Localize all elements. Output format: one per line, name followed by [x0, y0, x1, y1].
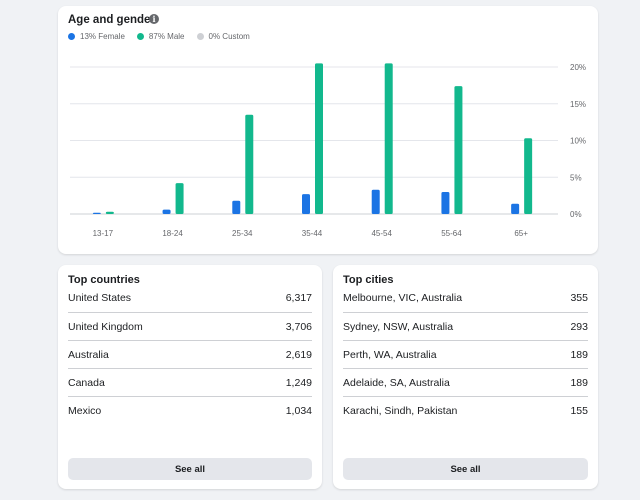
country-name: Mexico [68, 404, 102, 417]
top-countries-list: United States 6,317 United Kingdom 3,706… [68, 284, 312, 424]
city-count: 293 [570, 320, 588, 333]
female-bar [441, 191, 450, 214]
city-count: 189 [570, 348, 588, 361]
list-item: Sydney, NSW, Australia 293 [343, 313, 588, 341]
female-bar [371, 189, 380, 214]
country-name: Canada [68, 376, 105, 389]
see-all-cities-button[interactable]: See all [343, 458, 588, 480]
legend-label-custom: 0% Custom [208, 32, 250, 41]
x-tick-label: 13-17 [93, 229, 114, 238]
x-tick-label: 35-44 [302, 229, 323, 238]
male-bar [524, 138, 533, 214]
city-name: Perth, WA, Australia [343, 348, 437, 361]
y-tick-label: 20% [570, 63, 586, 72]
info-icon[interactable]: i [149, 14, 159, 24]
country-name: Australia [68, 348, 109, 361]
x-tick-label: 25-34 [232, 229, 253, 238]
see-all-countries-button[interactable]: See all [68, 458, 312, 480]
y-tick-label: 10% [570, 137, 586, 146]
legend-dot-male [136, 33, 144, 40]
country-count: 1,034 [285, 404, 312, 417]
y-tick-label: 0% [570, 210, 582, 219]
legend-item-custom: 0% Custom [196, 32, 250, 41]
chart-legend: 13% Female 87% Male 0% Custom [68, 32, 250, 41]
male-bar [105, 211, 114, 214]
legend-dot-female [68, 33, 75, 40]
top-cities-card: Top cities Melbourne, VIC, Australia 355… [333, 265, 598, 489]
list-item: Melbourne, VIC, Australia 355 [343, 284, 588, 313]
x-tick-label: 55-64 [441, 229, 462, 238]
age-gender-card: Age and gender i 13% Female 87% Male 0% … [58, 6, 598, 254]
city-count: 355 [570, 292, 588, 304]
age-gender-chart: 20% 15% 10% 5% 0% 13-17 18-24 25-34 35-44 45-54 55… [70, 63, 586, 238]
female-bar [511, 203, 520, 214]
female-bar [162, 209, 171, 214]
country-count: 2,619 [285, 348, 312, 361]
city-name: Sydney, NSW, Australia [343, 320, 454, 333]
city-count: 155 [570, 404, 588, 417]
city-name: Adelaide, SA, Australia [343, 376, 450, 389]
city-name: Karachi, Sindh, Pakistan [343, 404, 458, 417]
list-item: Perth, WA, Australia 189 [343, 341, 588, 369]
country-count: 6,317 [285, 292, 312, 304]
legend-label-female: 13% Female [80, 32, 125, 41]
legend-dot-custom [196, 33, 204, 40]
top-countries-card: Top countries United States 6,317 United… [58, 265, 322, 489]
legend-item-male: 87% Male [136, 32, 185, 41]
country-count: 3,706 [285, 320, 312, 333]
country-name: United Kingdom [68, 320, 143, 333]
male-bar [315, 63, 323, 215]
x-tick-label: 45-54 [371, 229, 392, 238]
top-countries-title: Top countries [68, 274, 140, 286]
male-bar [245, 114, 254, 214]
top-cities-title: Top cities [343, 274, 394, 286]
male-bar [384, 63, 393, 215]
city-name: Melbourne, VIC, Australia [343, 292, 463, 304]
list-item: Adelaide, SA, Australia 189 [343, 369, 588, 397]
country-name: United States [68, 292, 132, 304]
list-item: United Kingdom 3,706 [68, 313, 312, 341]
city-count: 189 [570, 376, 588, 389]
list-item: United States 6,317 [68, 284, 312, 313]
list-item: Canada 1,249 [68, 369, 312, 397]
x-tick-label: 18-24 [162, 229, 183, 238]
y-tick-label: 15% [570, 100, 586, 109]
male-bar [175, 183, 184, 214]
female-bar [232, 200, 241, 214]
female-bar [302, 194, 310, 214]
x-tick-label: 65+ [514, 229, 528, 238]
legend-item-female: 13% Female [68, 32, 125, 41]
age-gender-title: Age and gender [68, 14, 155, 26]
list-item: Karachi, Sindh, Pakistan 155 [343, 397, 588, 424]
male-bar [454, 86, 463, 214]
legend-label-male: 87% Male [148, 32, 185, 41]
list-item: Australia 2,619 [68, 341, 312, 369]
country-count: 1,249 [285, 376, 312, 389]
y-tick-label: 5% [570, 173, 582, 182]
list-item: Mexico 1,034 [68, 397, 312, 424]
top-cities-list: Melbourne, VIC, Australia 355 Sydney, NS… [343, 284, 588, 424]
female-bar [92, 212, 101, 214]
